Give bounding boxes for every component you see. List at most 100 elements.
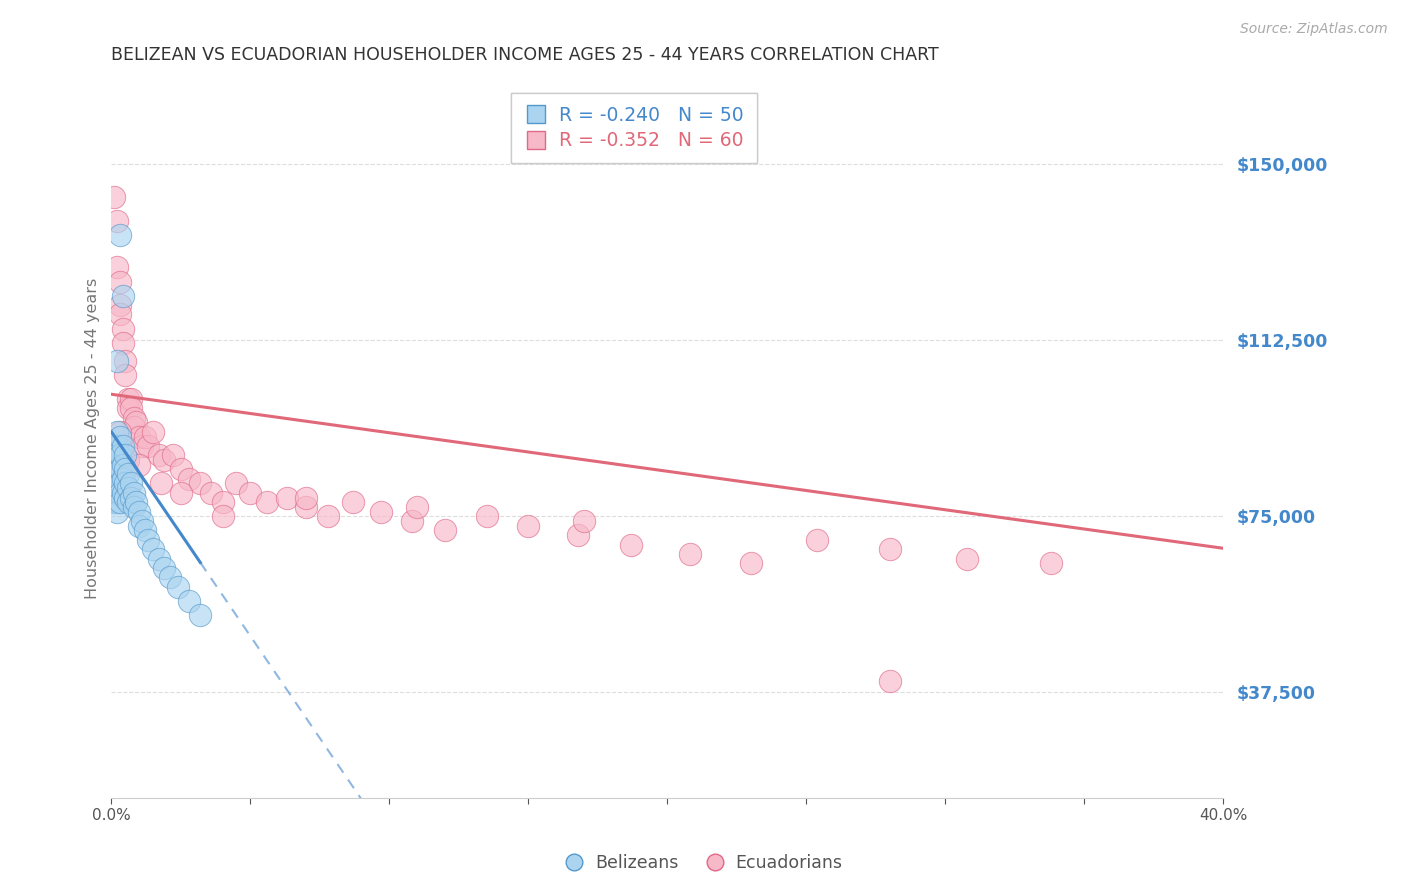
Point xyxy=(108,448,131,462)
Point xyxy=(295,500,318,514)
Point xyxy=(370,505,392,519)
Point xyxy=(179,472,201,486)
Point xyxy=(179,594,201,608)
Point xyxy=(188,476,211,491)
Point xyxy=(211,509,233,524)
Point xyxy=(879,542,901,557)
Point xyxy=(128,505,150,519)
Point xyxy=(122,500,145,514)
Point xyxy=(879,673,901,688)
Point xyxy=(517,518,540,533)
Point xyxy=(108,227,131,242)
Point xyxy=(136,439,159,453)
Point xyxy=(572,514,595,528)
Point xyxy=(131,439,153,453)
Point xyxy=(120,476,142,491)
Point xyxy=(136,533,159,547)
Point xyxy=(239,486,262,500)
Point xyxy=(114,476,136,491)
Point xyxy=(153,561,176,575)
Point xyxy=(114,448,136,462)
Point xyxy=(117,481,139,495)
Point xyxy=(108,308,131,322)
Point xyxy=(342,495,364,509)
Point xyxy=(108,425,131,439)
Point xyxy=(105,462,128,476)
Point xyxy=(108,298,131,312)
Point xyxy=(401,514,423,528)
Point xyxy=(134,429,156,443)
Point xyxy=(162,448,184,462)
Point xyxy=(148,448,170,462)
Point xyxy=(105,505,128,519)
Point xyxy=(740,556,762,570)
Point xyxy=(103,472,125,486)
Point xyxy=(103,495,125,509)
Point xyxy=(120,392,142,406)
Point xyxy=(131,514,153,528)
Point xyxy=(111,288,134,302)
Point xyxy=(122,486,145,500)
Point xyxy=(806,533,828,547)
Y-axis label: Householder Income Ages 25 - 44 years: Householder Income Ages 25 - 44 years xyxy=(86,278,100,599)
Point xyxy=(111,335,134,350)
Point xyxy=(128,518,150,533)
Point xyxy=(167,580,190,594)
Point xyxy=(150,476,173,491)
Point xyxy=(225,476,247,491)
Point xyxy=(114,491,136,505)
Point xyxy=(108,486,131,500)
Point xyxy=(105,354,128,368)
Point xyxy=(678,547,700,561)
Point xyxy=(120,401,142,416)
Point xyxy=(114,368,136,383)
Point xyxy=(103,190,125,204)
Point xyxy=(105,486,128,500)
Point xyxy=(103,486,125,500)
Point xyxy=(316,509,339,524)
Point xyxy=(170,486,193,500)
Point xyxy=(108,275,131,289)
Point xyxy=(117,453,139,467)
Point xyxy=(111,458,134,472)
Point xyxy=(105,495,128,509)
Text: Source: ZipAtlas.com: Source: ZipAtlas.com xyxy=(1240,22,1388,37)
Point xyxy=(142,542,165,557)
Point xyxy=(295,491,318,505)
Point xyxy=(117,392,139,406)
Point xyxy=(276,491,298,505)
Point xyxy=(128,429,150,443)
Point xyxy=(200,486,222,500)
Point xyxy=(105,448,128,462)
Point xyxy=(134,524,156,538)
Point xyxy=(128,458,150,472)
Point xyxy=(567,528,589,542)
Point xyxy=(111,439,134,453)
Point xyxy=(125,416,148,430)
Point xyxy=(117,401,139,416)
Point xyxy=(108,429,131,443)
Point xyxy=(105,260,128,275)
Legend: Belizeans, Ecuadorians: Belizeans, Ecuadorians xyxy=(557,847,849,879)
Point xyxy=(105,476,128,491)
Point xyxy=(122,420,145,434)
Point xyxy=(111,486,134,500)
Point xyxy=(105,213,128,227)
Text: BELIZEAN VS ECUADORIAN HOUSEHOLDER INCOME AGES 25 - 44 YEARS CORRELATION CHART: BELIZEAN VS ECUADORIAN HOUSEHOLDER INCOM… xyxy=(111,46,939,64)
Point xyxy=(120,491,142,505)
Point xyxy=(620,537,643,551)
Point xyxy=(1039,556,1062,570)
Point xyxy=(125,495,148,509)
Point xyxy=(108,462,131,476)
Point xyxy=(475,509,498,524)
Point xyxy=(142,425,165,439)
Point xyxy=(211,495,233,509)
Legend: R = -0.240   N = 50, R = -0.352   N = 60: R = -0.240 N = 50, R = -0.352 N = 60 xyxy=(510,93,758,163)
Point xyxy=(117,467,139,481)
Point xyxy=(111,321,134,335)
Point xyxy=(159,570,181,584)
Point xyxy=(105,425,128,439)
Point xyxy=(114,354,136,368)
Point xyxy=(117,495,139,509)
Point xyxy=(433,524,456,538)
